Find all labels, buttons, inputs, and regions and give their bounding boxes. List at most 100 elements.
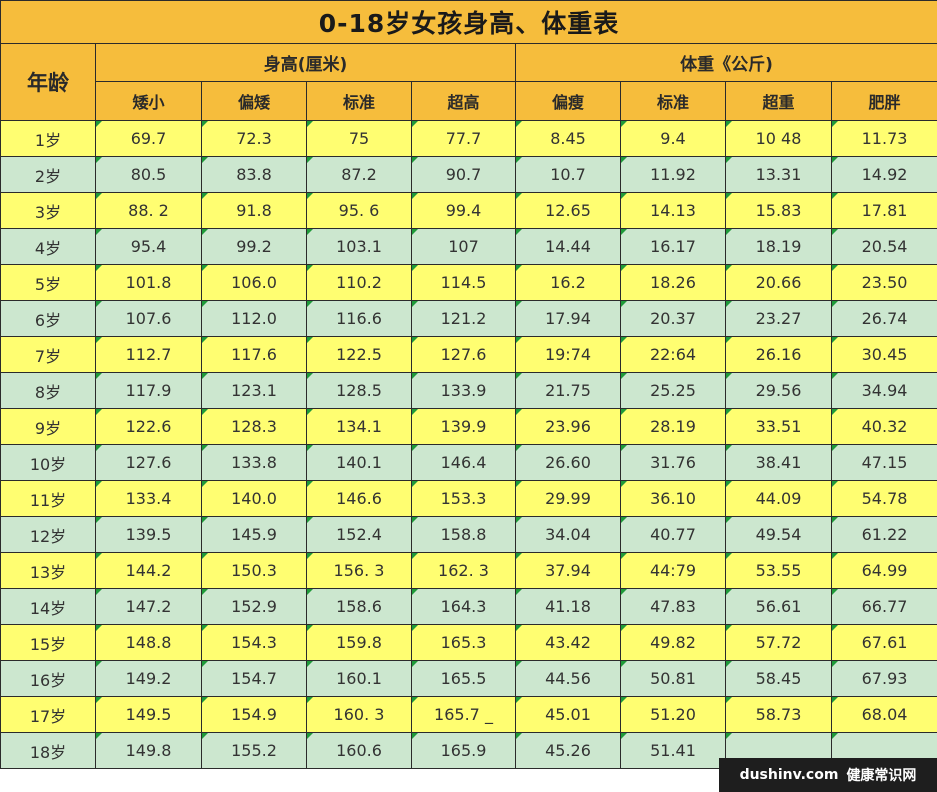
height-cell: 122.6 (95, 408, 202, 445)
age-cell: 17岁 (0, 696, 96, 733)
col-header-weight-over: 超重 (725, 81, 832, 121)
weight-cell: 17.94 (515, 300, 621, 337)
weight-cell: 44:79 (620, 552, 726, 589)
height-cell: 110.2 (306, 264, 412, 301)
weight-cell: 40.77 (620, 516, 726, 553)
height-cell: 153.3 (411, 480, 516, 517)
age-cell: 5岁 (0, 264, 96, 301)
height-cell: 69.7 (95, 120, 202, 157)
height-cell: 75 (306, 120, 412, 157)
height-cell: 133.4 (95, 480, 202, 517)
height-cell: 162. 3 (411, 552, 516, 589)
height-weight-table: 0-18岁女孩身高、体重表 年龄 身高(厘米) 体重《公斤) 矮小 偏矮 标准 … (0, 0, 937, 769)
weight-cell: 30.45 (830, 336, 937, 373)
weight-cell: 34.04 (515, 516, 621, 553)
weight-cell: 22:64 (620, 336, 726, 373)
height-cell: 121.2 (411, 300, 516, 337)
height-cell: 72.3 (201, 120, 307, 157)
height-cell: 77.7 (411, 120, 516, 157)
height-cell: 148.8 (95, 624, 202, 661)
height-cell: 103.1 (306, 228, 412, 265)
table-row: 7岁 112.7 117.6 122.5 127.6 19:74 22:64 26.16 30.… (0, 336, 937, 373)
weight-cell: 47.15 (830, 444, 937, 481)
age-header: 年龄 (0, 43, 96, 121)
height-cell: 116.6 (306, 300, 412, 337)
height-cell: 144.2 (95, 552, 202, 589)
weight-cell: 51.20 (620, 696, 726, 733)
weight-cell: 13.31 (725, 156, 832, 193)
height-cell: 150.3 (201, 552, 307, 589)
height-cell: 122.5 (306, 336, 412, 373)
weight-cell: 18.26 (620, 264, 726, 301)
height-cell: 140.0 (201, 480, 307, 517)
age-cell: 18岁 (0, 732, 96, 769)
height-cell: 127.6 (411, 336, 516, 373)
height-cell: 133.9 (411, 372, 516, 409)
height-cell: 158.8 (411, 516, 516, 553)
weight-cell: 12.65 (515, 192, 621, 229)
age-cell: 15岁 (0, 624, 96, 661)
height-cell: 152.4 (306, 516, 412, 553)
weight-cell: 64.99 (830, 552, 937, 589)
weight-cell: 50.81 (620, 660, 726, 697)
height-cell: 83.8 (201, 156, 307, 193)
age-cell: 12岁 (0, 516, 96, 553)
table-row: 4岁 95.4 99.2 103.1 107 14.44 16.17 18.19 20.54 (0, 228, 937, 265)
age-cell: 11岁 (0, 480, 96, 517)
table-row: 2岁 80.5 83.8 87.2 90.7 10.7 11.92 13.31 14.92 (0, 156, 937, 193)
weight-cell: 16.2 (515, 264, 621, 301)
height-cell: 107 (411, 228, 516, 265)
weight-cell: 14.92 (830, 156, 937, 193)
age-cell: 14岁 (0, 588, 96, 625)
height-cell: 155.2 (201, 732, 307, 769)
height-cell: 107.6 (95, 300, 202, 337)
age-cell: 3岁 (0, 192, 96, 229)
table-row: 9岁 122.6 128.3 134.1 139.9 23.96 28.19 33.51 40.… (0, 408, 937, 445)
weight-cell: 45.01 (515, 696, 621, 733)
weight-cell: 20.66 (725, 264, 832, 301)
weight-cell: 49.82 (620, 624, 726, 661)
height-cell: 123.1 (201, 372, 307, 409)
weight-cell: 38.41 (725, 444, 832, 481)
height-cell: 99.4 (411, 192, 516, 229)
height-cell: 164.3 (411, 588, 516, 625)
weight-cell: 23.96 (515, 408, 621, 445)
height-cell: 91.8 (201, 192, 307, 229)
weight-cell: 43.42 (515, 624, 621, 661)
height-cell: 112.0 (201, 300, 307, 337)
weight-cell: 44.56 (515, 660, 621, 697)
age-cell: 7岁 (0, 336, 96, 373)
table-row: 8岁 117.9 123.1 128.5 133.9 21.75 25.25 29.56 34.… (0, 372, 937, 409)
weight-cell: 37.94 (515, 552, 621, 589)
weight-cell: 17.81 (830, 192, 937, 229)
age-cell: 16岁 (0, 660, 96, 697)
height-cell: 154.7 (201, 660, 307, 697)
table-row: 14岁 147.2 152.9 158.6 164.3 41.18 47.83 56.61 66… (0, 588, 937, 625)
height-cell: 158.6 (306, 588, 412, 625)
weight-cell: 41.18 (515, 588, 621, 625)
weight-cell: 44.09 (725, 480, 832, 517)
weight-cell: 31.76 (620, 444, 726, 481)
height-cell: 117.6 (201, 336, 307, 373)
weight-cell: 14.13 (620, 192, 726, 229)
weight-cell: 58.73 (725, 696, 832, 733)
table-row: 13岁 144.2 150.3 156. 3 162. 3 37.94 44:79 53.55… (0, 552, 937, 589)
table-row: 3岁 88. 2 91.8 95. 6 99.4 12.65 14.13 15.83 17.81 (0, 192, 937, 229)
weight-cell: 26.74 (830, 300, 937, 337)
weight-cell: 57.72 (725, 624, 832, 661)
weight-cell: 67.61 (830, 624, 937, 661)
height-cell: 165.5 (411, 660, 516, 697)
col-header-weight-standard: 标准 (620, 81, 726, 121)
weight-cell: 58.45 (725, 660, 832, 697)
table-row: 6岁 107.6 112.0 116.6 121.2 17.94 20.37 23.27 26.… (0, 300, 937, 337)
weight-cell: 11.73 (830, 120, 937, 157)
height-cell: 114.5 (411, 264, 516, 301)
table-row: 11岁 133.4 140.0 146.6 153.3 29.99 36.10 44.09 54… (0, 480, 937, 517)
height-cell: 149.2 (95, 660, 202, 697)
weight-cell: 33.51 (725, 408, 832, 445)
weight-cell: 68.04 (830, 696, 937, 733)
height-cell: 139.9 (411, 408, 516, 445)
age-cell: 4岁 (0, 228, 96, 265)
table-row: 5岁 101.8 106.0 110.2 114.5 16.2 18.26 20.66 23.5… (0, 264, 937, 301)
height-cell: 147.2 (95, 588, 202, 625)
